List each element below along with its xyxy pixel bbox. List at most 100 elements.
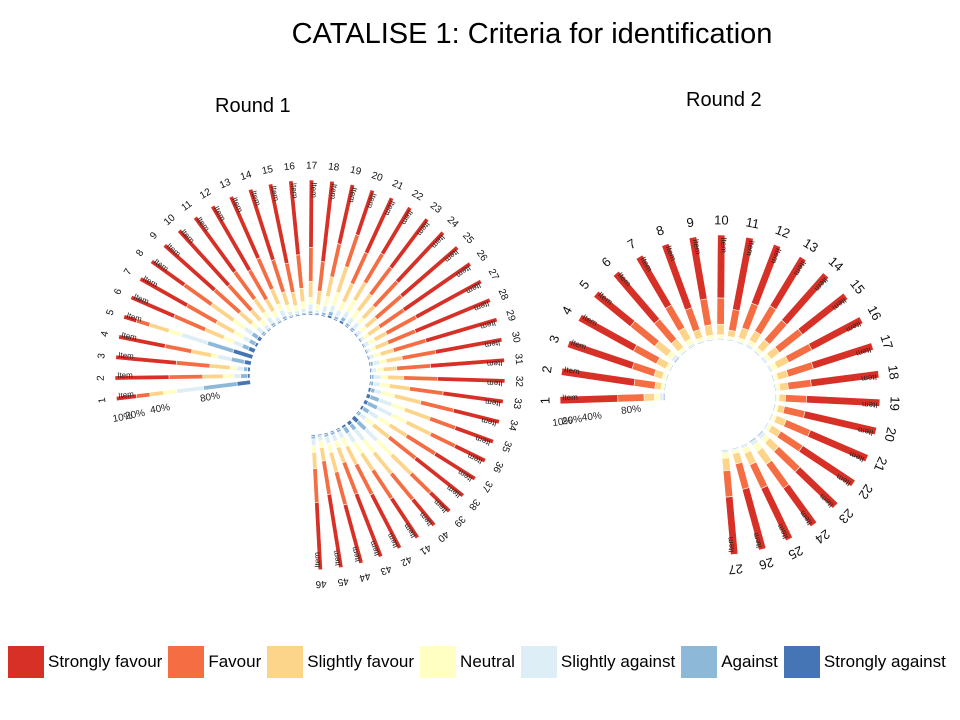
- bar-group-33: Item 33: [368, 380, 523, 410]
- bar-segment: [778, 393, 786, 403]
- bar-segment: [290, 291, 299, 307]
- category-label: 11: [745, 214, 761, 231]
- category-label: 16: [283, 161, 296, 173]
- bar-segment: [336, 183, 356, 245]
- legend: Strongly favour Favour Slightly favour Neut…: [8, 644, 952, 680]
- bar-segment: [314, 501, 323, 571]
- category-label: 3: [546, 333, 563, 345]
- bar-segment: [149, 390, 164, 398]
- item-label: Item: [347, 186, 359, 203]
- item-label: Item: [744, 240, 756, 257]
- item-label: Item: [479, 318, 497, 331]
- bar-segment: [326, 493, 344, 569]
- bar-group-18: Item 18: [314, 161, 340, 316]
- bar-segment: [354, 189, 375, 237]
- bar-segment: [115, 354, 177, 366]
- bar-group-6: Item 6: [112, 287, 257, 354]
- bar-segment: [393, 393, 422, 405]
- bar-segment: [376, 366, 384, 373]
- bar-segment: [230, 356, 246, 365]
- bar-segment: [374, 340, 390, 351]
- item-label: Item: [719, 237, 728, 253]
- bar-segment: [176, 385, 205, 394]
- category-label: 11: [180, 198, 195, 213]
- category-label: 10: [714, 212, 729, 227]
- bar-segment: [716, 297, 725, 325]
- item-label: Item: [312, 552, 322, 568]
- bar-segment: [778, 382, 789, 392]
- item-label: Item: [331, 549, 342, 566]
- item-label: Item: [117, 371, 133, 380]
- item-label: Item: [562, 393, 578, 403]
- bar-segment: [228, 195, 261, 260]
- item-label: Item: [726, 536, 736, 553]
- item-label: Item: [118, 389, 135, 400]
- bar-segment: [395, 230, 446, 284]
- bar-segment: [372, 367, 378, 373]
- bar-segment: [240, 373, 248, 379]
- bar-segment: [785, 361, 814, 378]
- bar-segment: [784, 343, 813, 364]
- category-label: 39: [451, 513, 467, 529]
- bar-segment: [380, 390, 396, 399]
- category-label: 9: [685, 214, 695, 230]
- category-label: 25: [460, 231, 476, 247]
- bar-group-25: Item 25: [740, 442, 806, 563]
- bar-group-4: Item 4: [99, 330, 252, 366]
- bar-segment: [236, 365, 245, 372]
- bar-segment: [369, 492, 403, 550]
- bar-segment: [376, 415, 391, 428]
- slide-title: CATALISE 1: Criteria for identification: [291, 18, 773, 50]
- bar-segment: [379, 382, 391, 389]
- category-label: 23: [836, 506, 857, 527]
- bar-segment: [307, 303, 314, 312]
- bar-segment: [385, 355, 403, 364]
- legend-label: Neutral: [460, 652, 515, 671]
- bar-segment: [810, 370, 880, 388]
- category-label: 24: [445, 215, 461, 231]
- bar-segment: [452, 408, 501, 425]
- bar-segment: [403, 406, 431, 422]
- bar-segment: [635, 254, 672, 310]
- bar-segment: [322, 295, 331, 307]
- category-label: 34: [506, 418, 519, 432]
- bar-segment: [794, 466, 839, 509]
- category-label: 17: [877, 333, 896, 351]
- category-label: 2: [539, 365, 555, 374]
- bar-segment: [373, 374, 382, 380]
- bar-segment: [162, 243, 217, 293]
- bar-segment: [233, 373, 241, 379]
- item-label: Item: [691, 238, 703, 255]
- category-label: 8: [134, 247, 146, 258]
- bar-segment: [372, 381, 381, 388]
- legend-label: Favour: [208, 652, 262, 671]
- bar-group-18: Item 18: [773, 364, 902, 392]
- legend-item: Strongly against: [783, 646, 946, 678]
- legend-swatch: [8, 646, 44, 678]
- bar-segment: [373, 330, 388, 343]
- bar-segment: [329, 243, 342, 278]
- category-label: 5: [576, 277, 592, 292]
- bar-segment: [243, 366, 249, 372]
- bar-segment: [437, 376, 506, 384]
- bar-segment: [424, 317, 498, 344]
- bar-segment: [167, 328, 183, 338]
- bar-segment: [246, 373, 251, 379]
- item-label: Item: [860, 373, 877, 384]
- bar-segment: [454, 425, 495, 445]
- bar-segment: [390, 412, 408, 425]
- bar-segment: [404, 419, 432, 437]
- bar-segment: [782, 483, 818, 528]
- category-label: 6: [599, 254, 614, 270]
- scale-label: 40%: [581, 411, 602, 424]
- category-label: 15: [261, 164, 275, 177]
- bar-segment: [369, 394, 381, 403]
- bar-group-43: Item 43: [329, 429, 393, 577]
- bar-segment: [298, 287, 306, 303]
- category-label: 37: [479, 479, 494, 495]
- legend-swatch: [168, 646, 205, 678]
- category-label: 41: [417, 542, 433, 558]
- bar-segment: [308, 297, 314, 305]
- category-label: 46: [315, 578, 327, 590]
